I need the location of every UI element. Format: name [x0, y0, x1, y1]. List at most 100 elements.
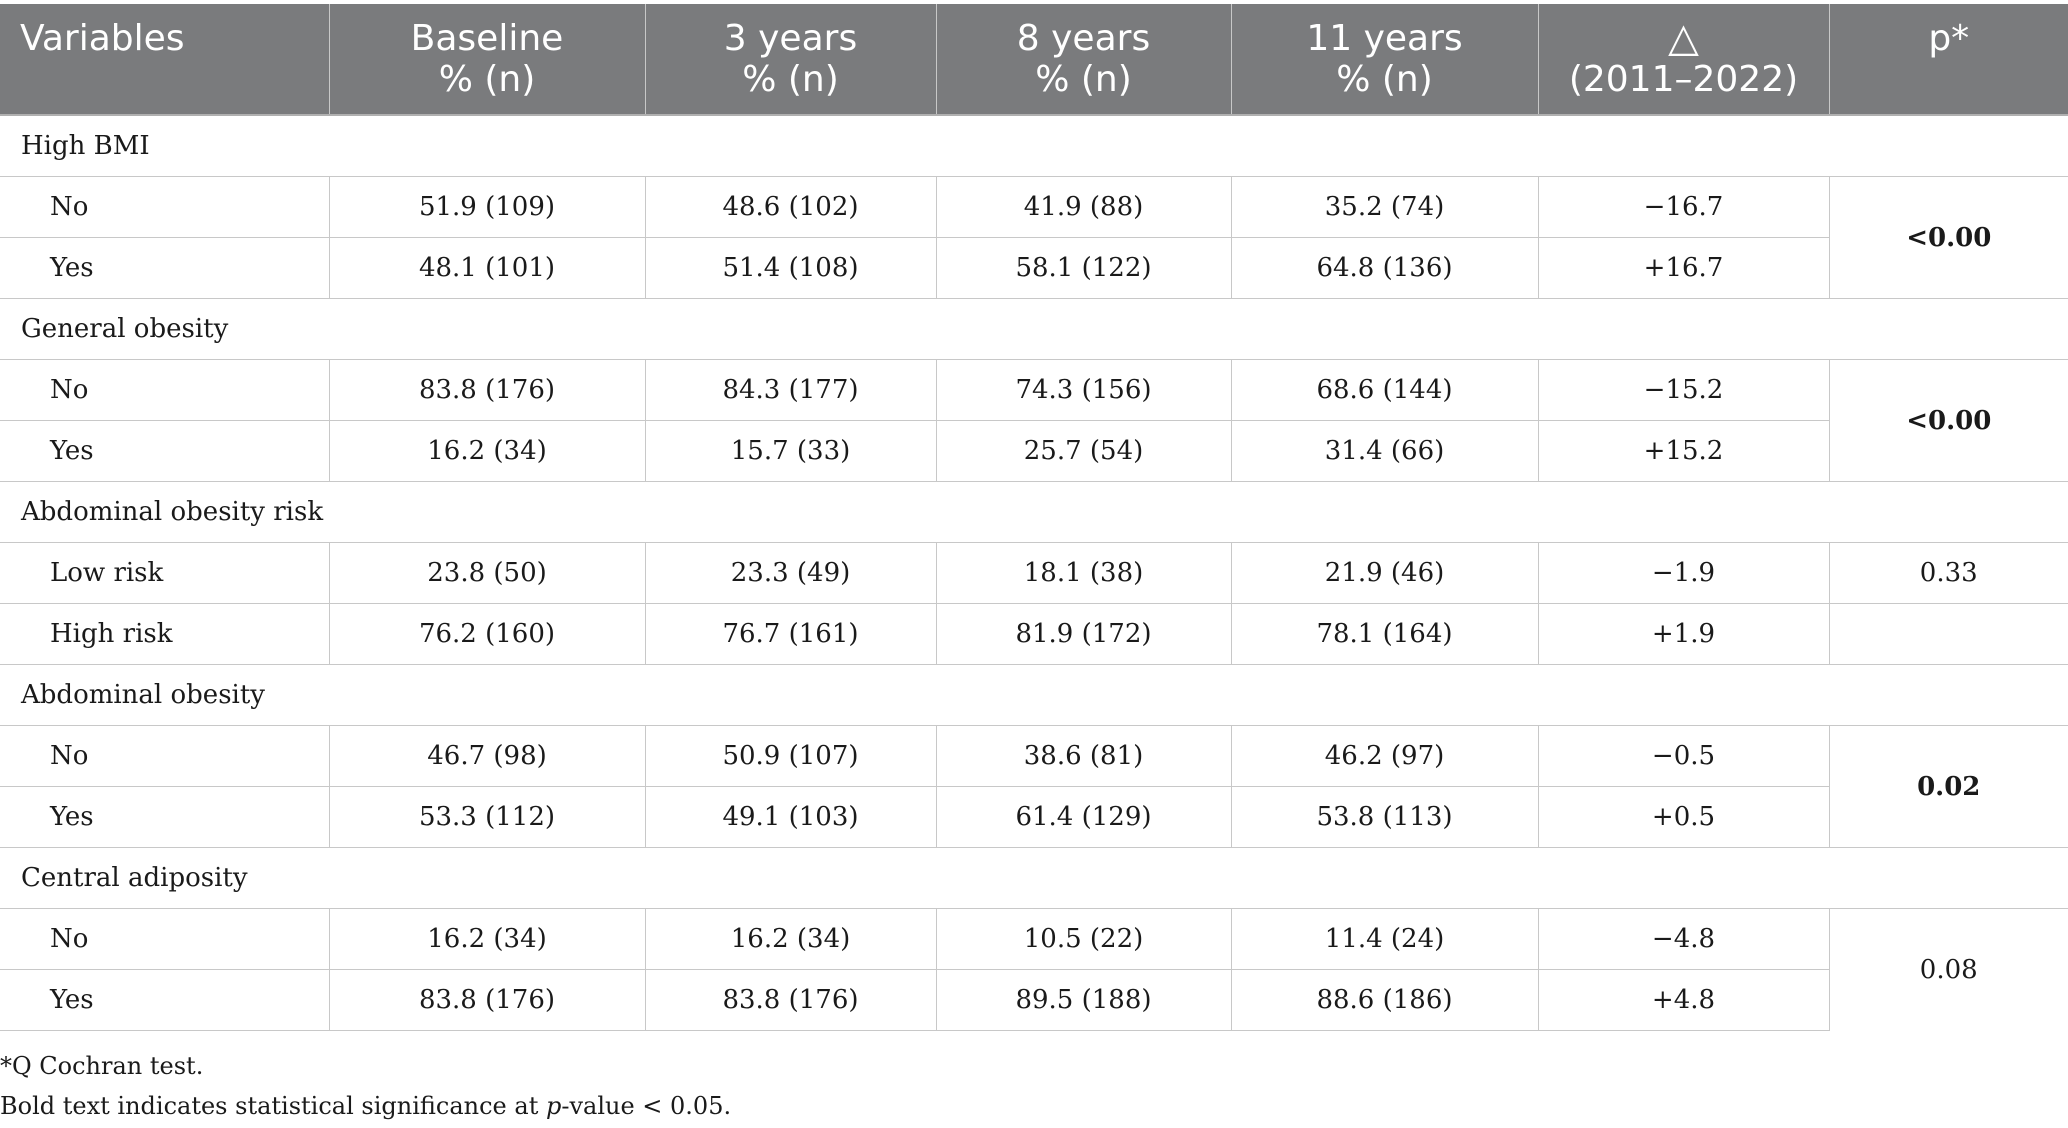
row-label: No [0, 359, 329, 421]
header-3-years: 3 years % (n) [644, 4, 936, 116]
cell-p-value: 0.08 [1828, 908, 2068, 1031]
row-label: High risk [0, 603, 329, 665]
group-row-general-obesity: General obesity [0, 298, 2068, 360]
footnote-significance: Bold text indicates statistical signific… [0, 1092, 732, 1120]
cell-8-years: 74.3 (156) [935, 359, 1231, 421]
cell-8-years: 18.1 (38) [935, 542, 1231, 604]
cell-baseline: 51.9 (109) [328, 176, 645, 238]
cell-delta: +4.8 [1537, 969, 1829, 1031]
cell-11-years: 31.4 (66) [1230, 420, 1538, 482]
cell-3-years: 48.6 (102) [644, 176, 936, 238]
table-row: No 16.2 (34) 16.2 (34) 10.5 (22) 11.4 (2… [0, 908, 2068, 1031]
cell-p-value: 0.33 [1828, 542, 2068, 604]
group-row-abdominal-obesity-risk: Abdominal obesity risk [0, 481, 2068, 543]
group-label: High BMI [0, 114, 2068, 177]
table-header: Variables Baseline % (n) 3 years % (n) [0, 4, 2068, 116]
cell-11-years: 64.8 (136) [1230, 237, 1538, 299]
table-row: Low risk 23.8 (50) 23.3 (49) 18.1 (38) 2… [0, 542, 2068, 604]
cell-baseline: 53.3 (112) [328, 786, 645, 848]
cell-baseline: 48.1 (101) [328, 237, 645, 299]
header-11-years: 11 years % (n) [1230, 4, 1538, 116]
table-row: Yes 16.2 (34) 15.7 (33) 25.7 (54) 31.4 (… [0, 420, 2068, 482]
header-8-years: 8 years % (n) [935, 4, 1231, 116]
group-row-high-bmi: High BMI [0, 114, 2068, 177]
cell-8-years: 89.5 (188) [935, 969, 1231, 1031]
cell-8-years: 58.1 (122) [935, 237, 1231, 299]
cell-delta: +1.9 [1537, 603, 1829, 665]
cell-baseline: 83.8 (176) [328, 969, 645, 1031]
cell-3-years: 83.8 (176) [644, 969, 936, 1031]
cell-delta: +0.5 [1537, 786, 1829, 848]
row-label: Yes [0, 969, 329, 1031]
group-label: Abdominal obesity risk [0, 481, 2068, 543]
row-label: Low risk [0, 542, 329, 604]
cell-baseline: 83.8 (176) [328, 359, 645, 421]
table-row: Yes 53.3 (112) 49.1 (103) 61.4 (129) 53.… [0, 786, 2068, 848]
table-row: High risk 76.2 (160) 76.7 (161) 81.9 (17… [0, 603, 2068, 665]
results-table-container: Variables Baseline % (n) 3 years % (n) [0, 4, 2068, 1031]
cell-3-years: 15.7 (33) [644, 420, 936, 482]
cell-11-years: 78.1 (164) [1230, 603, 1538, 665]
cell-11-years: 11.4 (24) [1230, 908, 1538, 970]
cell-11-years: 21.9 (46) [1230, 542, 1538, 604]
header-baseline: Baseline % (n) [328, 4, 645, 116]
header-variables: Variables [0, 4, 329, 116]
group-row-central-adiposity: Central adiposity [0, 847, 2068, 909]
cell-8-years: 10.5 (22) [935, 908, 1231, 970]
footnote-test: *Q Cochran test. [0, 1052, 204, 1080]
cell-8-years: 41.9 (88) [935, 176, 1231, 238]
table-row: Yes 48.1 (101) 51.4 (108) 58.1 (122) 64.… [0, 237, 2068, 299]
cell-11-years: 88.6 (186) [1230, 969, 1538, 1031]
delta-triangle-icon: △ [1668, 15, 1699, 61]
row-label: Yes [0, 786, 329, 848]
cell-3-years: 51.4 (108) [644, 237, 936, 299]
cell-p-value: <0.00 [1828, 359, 2068, 482]
cell-8-years: 81.9 (172) [935, 603, 1231, 665]
cell-3-years: 50.9 (107) [644, 725, 936, 787]
cell-8-years: 61.4 (129) [935, 786, 1231, 848]
cell-baseline: 46.7 (98) [328, 725, 645, 787]
cell-11-years: 68.6 (144) [1230, 359, 1538, 421]
cell-8-years: 25.7 (54) [935, 420, 1231, 482]
cell-3-years: 84.3 (177) [644, 359, 936, 421]
header-row: Variables Baseline % (n) 3 years % (n) [0, 4, 2068, 116]
group-label: General obesity [0, 298, 2068, 360]
table-body: High BMI No 51.9 (109) 48.6 (102) 41.9 (… [0, 114, 2068, 1031]
cell-3-years: 16.2 (34) [644, 908, 936, 970]
cell-delta: −0.5 [1537, 725, 1829, 787]
cell-baseline: 16.2 (34) [328, 420, 645, 482]
row-label: Yes [0, 420, 329, 482]
group-row-abdominal-obesity: Abdominal obesity [0, 664, 2068, 726]
cell-baseline: 23.8 (50) [328, 542, 645, 604]
table-footnotes: *Q Cochran test. Bold text indicates sta… [0, 1046, 731, 1126]
cell-delta: +15.2 [1537, 420, 1829, 482]
table-row: No 51.9 (109) 48.6 (102) 41.9 (88) 35.2 … [0, 176, 2068, 299]
cell-p-value: 0.02 [1828, 725, 2068, 848]
cell-3-years: 23.3 (49) [644, 542, 936, 604]
row-label: No [0, 908, 329, 970]
row-label: Yes [0, 237, 329, 299]
cell-baseline: 76.2 (160) [328, 603, 645, 665]
cell-delta: −1.9 [1537, 542, 1829, 604]
cell-11-years: 46.2 (97) [1230, 725, 1538, 787]
results-table: Variables Baseline % (n) 3 years % (n) [0, 4, 2068, 1031]
header-p-value: p* [1828, 4, 2068, 116]
cell-3-years: 76.7 (161) [644, 603, 936, 665]
group-label: Central adiposity [0, 847, 2068, 909]
header-delta: △ (2011–2022) [1537, 4, 1829, 116]
cell-delta: −15.2 [1537, 359, 1829, 421]
row-label: No [0, 176, 329, 238]
cell-delta: +16.7 [1537, 237, 1829, 299]
cell-3-years: 49.1 (103) [644, 786, 936, 848]
cell-baseline: 16.2 (34) [328, 908, 645, 970]
cell-p-value: <0.00 [1828, 176, 2068, 299]
table-row: No 46.7 (98) 50.9 (107) 38.6 (81) 46.2 (… [0, 725, 2068, 848]
cell-delta: −16.7 [1537, 176, 1829, 238]
cell-11-years: 53.8 (113) [1230, 786, 1538, 848]
row-label: No [0, 725, 329, 787]
cell-11-years: 35.2 (74) [1230, 176, 1538, 238]
table-row: Yes 83.8 (176) 83.8 (176) 89.5 (188) 88.… [0, 969, 2068, 1031]
cell-8-years: 38.6 (81) [935, 725, 1231, 787]
table-row: No 83.8 (176) 84.3 (177) 74.3 (156) 68.6… [0, 359, 2068, 482]
group-label: Abdominal obesity [0, 664, 2068, 726]
